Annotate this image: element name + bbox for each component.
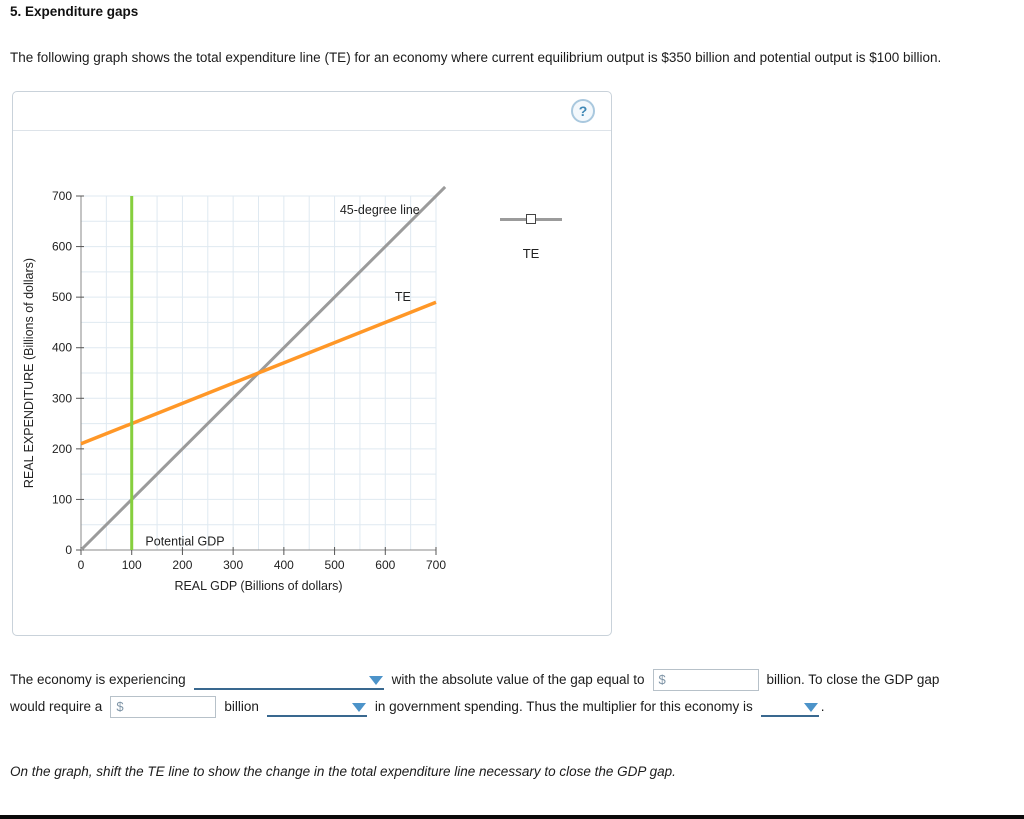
help-button[interactable]: ? xyxy=(571,99,595,123)
svg-text:100: 100 xyxy=(52,492,72,506)
svg-text:500: 500 xyxy=(52,290,72,304)
svg-text:200: 200 xyxy=(52,442,72,456)
spending-amount-field[interactable]: $ xyxy=(110,695,217,718)
chart-ticks: 0 100 200 300 400 500 600 700 0 100 200 300 400 500 60… xyxy=(52,189,446,572)
svg-text:100: 100 xyxy=(122,558,142,572)
te-legend-label: TE xyxy=(522,246,540,261)
svg-text:0: 0 xyxy=(78,558,85,572)
dropdown-arrow-icon xyxy=(368,675,383,685)
svg-text:400: 400 xyxy=(52,341,72,355)
question-heading: 5. Expenditure gaps xyxy=(10,4,139,19)
svg-text:400: 400 xyxy=(274,558,294,572)
te-drag-handle[interactable] xyxy=(500,214,562,224)
svg-text:600: 600 xyxy=(52,240,72,254)
currency-prefix: $ xyxy=(658,672,666,687)
bottom-edge-bar xyxy=(0,815,1024,819)
graph-panel-header xyxy=(13,92,611,131)
q1-text-3: billion. To close the GDP gap xyxy=(766,672,940,687)
spending-change-dropdown[interactable] xyxy=(266,697,367,717)
q2-text-2: billion xyxy=(224,699,259,714)
svg-text:TE: TE xyxy=(395,290,411,304)
svg-text:45-degree line: 45-degree line xyxy=(340,203,420,217)
svg-text:300: 300 xyxy=(223,558,243,572)
chart-axes xyxy=(80,196,436,551)
svg-text:Potential GDP: Potential GDP xyxy=(145,534,224,548)
line-45-degree xyxy=(79,185,447,552)
graph-instruction: On the graph, shift the TE line to show … xyxy=(10,764,676,779)
question-line-2: would require a $ billion in government … xyxy=(10,693,1024,720)
chart-axis-titles: REAL GDP (Billions of dollars) REAL EXPEN… xyxy=(22,258,343,593)
question-line-1: The economy is experiencing with the abs… xyxy=(10,666,1024,693)
dropdown-arrow-icon xyxy=(351,702,366,712)
svg-text:600: 600 xyxy=(375,558,395,572)
gap-type-dropdown[interactable] xyxy=(193,670,384,690)
dropdown-arrow-icon xyxy=(803,702,818,712)
chart-gridlines xyxy=(80,195,437,551)
q1-text-2: with the absolute value of the gap equal… xyxy=(391,672,645,687)
svg-text:REAL GDP (Billions of dollars): REAL GDP (Billions of dollars) xyxy=(174,579,342,593)
te-line-control[interactable]: TE xyxy=(500,214,562,261)
question-mark-icon: ? xyxy=(578,103,588,119)
gap-value-input[interactable] xyxy=(665,672,758,687)
question-area: The economy is experiencing with the abs… xyxy=(10,666,1024,720)
question-intro: The following graph shows the total expe… xyxy=(10,50,942,65)
svg-text:200: 200 xyxy=(172,558,192,572)
gap-value-field[interactable]: $ xyxy=(652,668,759,691)
q2-text-4: . xyxy=(820,699,825,714)
q2-text-3: in government spending. Thus the multipl… xyxy=(374,699,753,714)
svg-text:700: 700 xyxy=(52,189,72,203)
te-handle-square-icon[interactable] xyxy=(526,214,536,224)
svg-text:300: 300 xyxy=(52,391,72,405)
spending-amount-input[interactable] xyxy=(123,699,216,714)
chart-annotations: 45-degree line TE Potential GDP xyxy=(145,203,419,548)
graph-panel: ? 0 100 200 300 400 500 600 700 0 100 200 300 400 500… xyxy=(12,91,612,636)
expenditure-chart[interactable]: 0 100 200 300 400 500 600 700 0 100 200 300 400 500 60… xyxy=(13,167,468,602)
multiplier-dropdown[interactable] xyxy=(760,697,819,717)
currency-prefix: $ xyxy=(116,699,124,714)
q2-text-1: would require a xyxy=(10,699,103,714)
svg-text:700: 700 xyxy=(426,558,446,572)
q1-text-1: The economy is experiencing xyxy=(10,672,186,687)
line-te[interactable] xyxy=(80,300,437,446)
svg-text:0: 0 xyxy=(65,543,72,557)
svg-text:500: 500 xyxy=(325,558,345,572)
svg-text:REAL EXPENDITURE (Billions of: REAL EXPENDITURE (Billions of dollars) xyxy=(22,258,36,488)
